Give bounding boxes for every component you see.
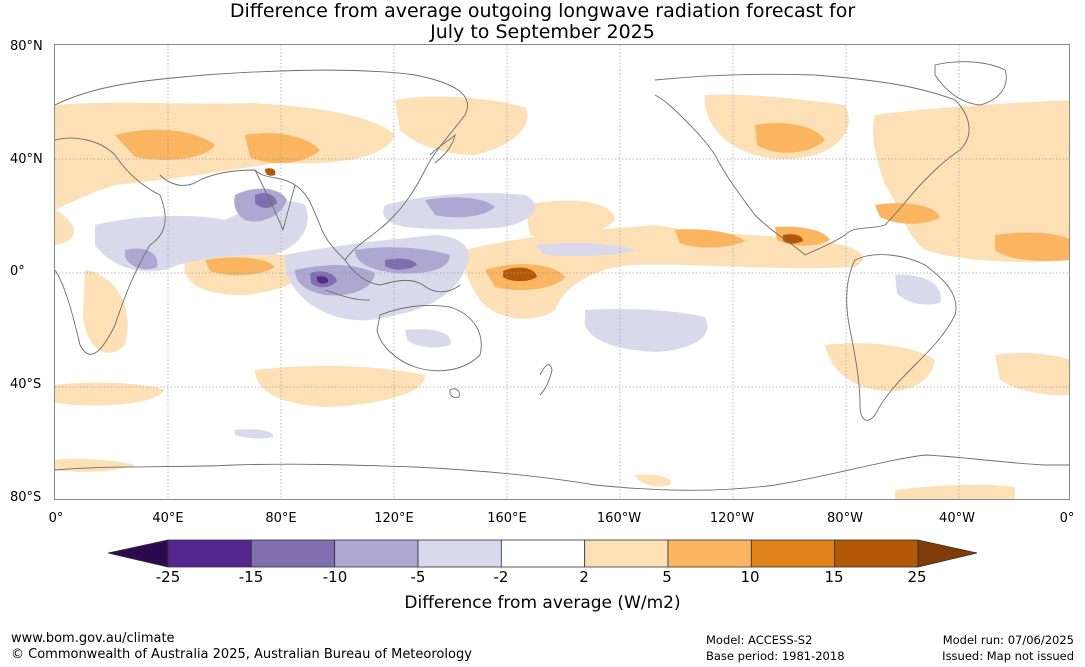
map-title-line2: July to September 2025 <box>430 21 655 43</box>
lon-label-160e: 160°E <box>487 511 527 526</box>
map-canvas <box>55 45 1069 499</box>
colorbar-tick: -2 <box>493 568 509 586</box>
lon-label-0-right: 0° <box>1059 511 1075 526</box>
lat-label-40s: 40°S <box>10 377 42 392</box>
website-link[interactable]: www.bom.gov.au/climate <box>11 631 175 646</box>
negative-anomaly-fields <box>95 188 941 439</box>
model-name: Model: ACCESS-S2 <box>706 633 813 647</box>
lon-label-160w: 160°W <box>596 511 642 526</box>
colorbar-overflow-triangle <box>917 539 978 568</box>
lon-label-40e: 40°E <box>152 511 184 526</box>
colorbar-bin <box>500 539 586 568</box>
colorbar-bin <box>834 539 919 568</box>
lat-label-0: 0° <box>10 264 25 279</box>
gridlines <box>55 45 1069 499</box>
issued-status: Issued: Map not issued <box>942 649 1074 663</box>
colorbar-tick: 10 <box>740 568 760 586</box>
lon-label-80w: 80°W <box>827 511 863 526</box>
positive-anomaly-fields <box>55 94 1069 499</box>
colorbar-bin <box>167 539 252 568</box>
colorbar <box>108 539 978 568</box>
lon-label-120w: 120°W <box>709 511 755 526</box>
colorbar-tick: 5 <box>662 568 672 586</box>
model-run-date: Model run: 07/06/2025 <box>942 633 1074 647</box>
coastlines <box>55 61 1069 491</box>
colorbar-underflow-triangle <box>108 539 169 568</box>
colorbar-bin <box>667 539 752 568</box>
map-title-line1: Difference from average outgoing longwav… <box>229 0 856 22</box>
colorbar-bins <box>167 539 919 568</box>
colorbar-bin <box>334 539 419 568</box>
colorbar-tick: -5 <box>410 568 426 586</box>
lon-label-40w: 40°W <box>939 511 975 526</box>
colorbar-tick: 15 <box>824 568 844 586</box>
lon-label-80e: 80°E <box>265 511 297 526</box>
colorbar-bin <box>584 539 669 568</box>
colorbar-tick: -25 <box>155 568 181 586</box>
copyright-text: © Commonwealth of Australia 2025, Austra… <box>11 647 472 662</box>
colorbar-bin <box>750 539 836 568</box>
lat-label-80n: 80°N <box>10 39 43 54</box>
lon-label-120e: 120°E <box>374 511 414 526</box>
lat-label-80s: 80°S <box>10 490 42 505</box>
base-period: Base period: 1981-2018 <box>706 649 845 663</box>
colorbar-tick: -15 <box>238 568 264 586</box>
colorbar-tick: 2 <box>579 568 589 586</box>
colorbar-label: Difference from average (W/m2) <box>404 593 681 613</box>
colorbar-bin <box>417 539 502 568</box>
colorbar-tick: 25 <box>907 568 927 586</box>
lat-label-40n: 40°N <box>10 152 43 167</box>
colorbar-tick: -10 <box>322 568 348 586</box>
colorbar-bin <box>250 539 336 568</box>
lon-label-0: 0° <box>48 511 64 526</box>
olr-anomaly-map <box>54 44 1070 500</box>
